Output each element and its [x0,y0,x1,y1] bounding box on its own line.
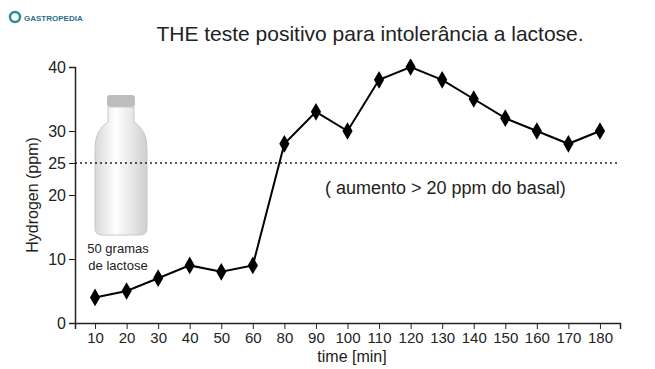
image-label: 50 gramas [87,241,149,256]
y-tick-mark [69,67,75,68]
bottle-body [95,107,147,235]
x-tick: 150 [493,323,518,346]
x-tick: 140 [462,323,487,346]
data-point [406,59,416,76]
y-axis: 0 10 20 25 30 40 [48,59,75,332]
y-tick: 0 [57,315,75,332]
x-tick-label: 60 [245,329,262,346]
x-tick: 10 [87,323,104,346]
y-tick-mark [69,195,75,196]
x-tick-label: 40 [182,329,199,346]
y-tick-label: 40 [48,59,66,76]
data-point [563,135,573,153]
logo-icon [10,12,20,22]
x-tick-label: 50 [213,329,230,346]
data-point [595,122,605,140]
data-point [279,135,289,153]
y-tick-mark [69,131,75,132]
y-tick-label: 20 [48,187,66,204]
x-tick: 50 [213,323,230,346]
x-tick: 20 [119,323,136,346]
x-tick: 170 [556,323,581,346]
data-point [374,71,384,89]
x-tick-label: 80 [277,329,294,346]
x-tick-label: 140 [462,329,487,346]
y-tick: 25 [48,155,75,172]
x-tick: 180 [588,323,613,346]
x-tick-label: 10 [87,329,104,346]
y-tick-label: 30 [48,123,66,140]
y-tick-label: 10 [48,251,66,268]
data-point [153,269,163,287]
y-tick-mark [69,259,75,260]
y-tick-label: 0 [57,315,66,332]
data-point [311,103,321,121]
y-axis-line [69,68,76,324]
x-tick: 110 [368,323,392,346]
x-tick-label: 110 [368,329,392,346]
x-tick-label: 20 [119,329,136,346]
data-point [216,263,226,281]
reference-line [75,162,620,164]
y-tick: 20 [48,187,75,204]
x-tick-label: 150 [493,329,518,346]
y-tick-mark [69,163,75,164]
x-tick: 130 [430,323,455,346]
x-tick-label: 130 [430,329,455,346]
image-label: de lactose [88,258,147,273]
data-point [342,122,352,140]
x-tick: 30 [150,323,167,346]
x-tick-label: 160 [525,329,550,346]
data-point [248,257,258,275]
y-tick: 30 [48,123,75,140]
x-tick-label: 90 [308,329,325,346]
title: THE teste positivo para intolerância a l… [156,22,583,45]
y-axis-label: Hydrogen (ppm) [24,137,41,253]
x-tick: 40 [182,323,199,346]
data-point [185,257,195,275]
logo: GASTROPEDIA [10,12,83,23]
x-tick: 60 [245,323,262,346]
y-tick: 40 [48,59,75,76]
plot-area [90,59,605,306]
data-line [95,67,600,297]
data-point [469,90,479,108]
y-tick: 10 [48,251,75,268]
y-tick-label: 25 [48,155,66,172]
x-tick: 120 [399,323,424,346]
x-tick-label: 170 [556,329,581,346]
data-point [532,122,542,140]
x-tick-label: 120 [399,329,424,346]
x-axis: 10 20 30 40 50 60 80 90 100 110 120 130 140 150 160 170… [76,323,621,346]
milk-bottle: 50 gramas de lactose [87,95,149,273]
x-tick-label: 180 [588,329,613,346]
x-tick-label: 30 [150,329,167,346]
logo-text: GASTROPEDIA [24,14,83,23]
data-point [121,282,131,300]
x-axis-label: time [min] [317,348,386,365]
annotation: ( aumento > 20 ppm do basal) [325,178,566,198]
x-tick: 100 [335,323,360,346]
data-point [90,289,100,307]
bottle-cap [107,95,135,107]
data-point [500,109,510,127]
x-tick: 80 [277,323,294,346]
x-tick-label: 100 [335,329,360,346]
y-tick-mark [69,323,75,324]
data-point [437,71,447,89]
x-tick: 160 [525,323,550,346]
x-tick: 90 [308,323,325,346]
